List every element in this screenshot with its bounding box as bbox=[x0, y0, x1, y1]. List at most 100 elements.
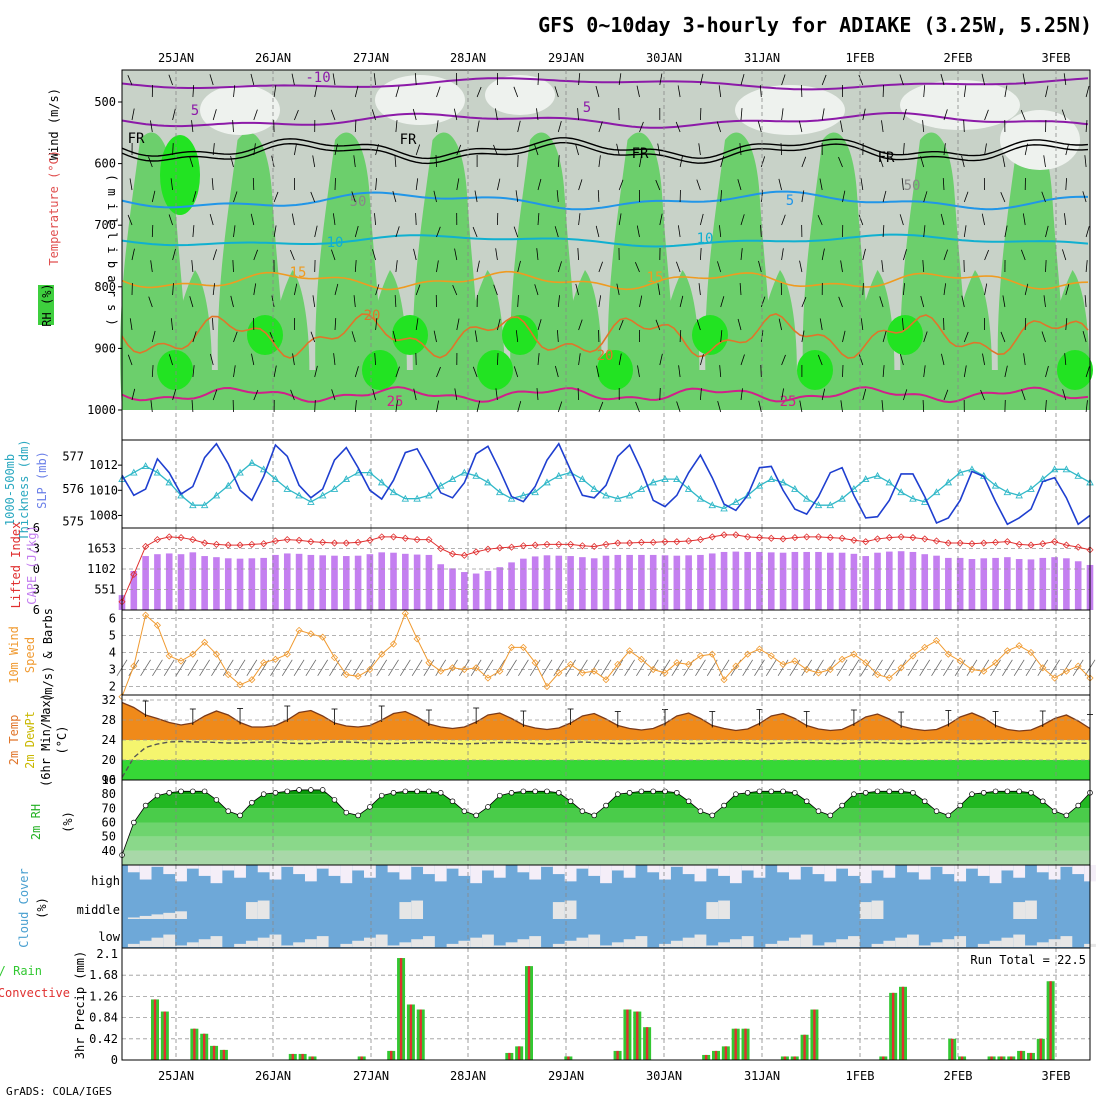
wind-barb bbox=[152, 225, 153, 237]
precip-conv-bar bbox=[1010, 1056, 1012, 1060]
cloud-high-bar bbox=[447, 865, 459, 869]
cape-bar bbox=[544, 555, 551, 610]
cloud-low-bar bbox=[624, 939, 636, 947]
cape-bar bbox=[626, 555, 633, 610]
precip-conv-bar bbox=[390, 1051, 392, 1060]
cloud-high-bar bbox=[600, 865, 612, 883]
precip-conv-bar bbox=[164, 1012, 166, 1060]
rh-point bbox=[533, 789, 538, 794]
precip-total-label: Total / Rain bbox=[0, 964, 42, 978]
cloud-level-label: high bbox=[91, 874, 120, 888]
cape-bar bbox=[213, 557, 220, 610]
rh-point bbox=[214, 797, 219, 802]
cloud-high-bar bbox=[860, 865, 872, 883]
cloud-high-bar bbox=[966, 865, 978, 869]
rh-point bbox=[155, 793, 160, 798]
precip-conv-bar bbox=[803, 1035, 805, 1060]
precip-conv-bar bbox=[301, 1054, 303, 1060]
rh-band bbox=[122, 851, 1090, 865]
top-date-label: 30JAN bbox=[646, 51, 682, 65]
cape-bar bbox=[615, 555, 622, 610]
rh-high-blob bbox=[157, 350, 193, 390]
rh-point bbox=[308, 788, 313, 793]
cape-bar bbox=[992, 558, 999, 610]
cape-bar bbox=[225, 558, 232, 610]
cloud-low-bar bbox=[187, 942, 199, 947]
cape-bar bbox=[154, 554, 161, 610]
rh-point bbox=[462, 809, 467, 814]
cloud-low-bar bbox=[777, 941, 789, 947]
precip-tick-label: 2.1 bbox=[96, 947, 118, 961]
bottom-date-label: 3FEB bbox=[1042, 1069, 1071, 1083]
rh-point bbox=[438, 790, 443, 795]
top-date-label: 26JAN bbox=[255, 51, 291, 65]
cloud-low-bar bbox=[258, 938, 270, 947]
bottom-date-label: 31JAN bbox=[744, 1069, 780, 1083]
cloud-high-bar bbox=[329, 865, 341, 876]
rh-point bbox=[863, 790, 868, 795]
wind-barb bbox=[518, 155, 519, 167]
rh-point bbox=[521, 789, 526, 794]
slp-tick-label: 1010 bbox=[89, 483, 118, 497]
cape-bar bbox=[862, 556, 869, 610]
cloud-high-bar bbox=[576, 865, 588, 869]
precip-conv-bar bbox=[902, 987, 904, 1060]
rh-tick-label: 80 bbox=[102, 787, 116, 801]
precip-conv-bar bbox=[154, 999, 156, 1060]
cloud-low-bar bbox=[352, 941, 364, 947]
cloud-high-bar bbox=[624, 865, 636, 878]
rh-point bbox=[1064, 813, 1069, 818]
precip-conv-bar bbox=[223, 1050, 225, 1060]
rh-point bbox=[710, 813, 715, 818]
wind-tick-label: 3 bbox=[109, 663, 116, 677]
cloud-low-bar bbox=[636, 936, 648, 947]
cape-bar bbox=[319, 555, 326, 610]
cloud-low-bar bbox=[801, 935, 813, 947]
cloud-high-bar bbox=[175, 865, 187, 881]
cloud-level-label: middle bbox=[77, 903, 120, 917]
top-date-label: 27JAN bbox=[353, 51, 389, 65]
cape-bar bbox=[803, 552, 810, 610]
rh-point bbox=[627, 790, 632, 795]
precip-conv-bar bbox=[744, 1029, 746, 1060]
cloud-high-bar bbox=[435, 865, 447, 881]
rh-point bbox=[674, 790, 679, 795]
rh-point bbox=[238, 813, 243, 818]
rh-point bbox=[792, 790, 797, 795]
rh-tick-label: 40 bbox=[102, 844, 116, 858]
cloud-high-bar bbox=[470, 865, 482, 883]
cloud-high-bar bbox=[824, 865, 836, 881]
cloud-middle-bar bbox=[246, 902, 258, 919]
cloud-high-bar bbox=[990, 865, 1002, 883]
rh-point bbox=[131, 820, 136, 825]
cloud-high-bar bbox=[352, 865, 364, 870]
precip-conv-bar bbox=[725, 1046, 727, 1060]
cloud-low-bar bbox=[506, 942, 518, 947]
rh-point bbox=[840, 803, 845, 808]
precip-conv-bar bbox=[400, 958, 402, 1060]
cape-bar bbox=[296, 554, 303, 610]
cloud-low-bar bbox=[978, 944, 990, 947]
cloud-high-bar bbox=[588, 865, 600, 876]
rh-high-blob bbox=[887, 315, 923, 355]
wind10-label-2: Speed bbox=[23, 637, 37, 673]
cape-tick-label: 551 bbox=[94, 583, 116, 597]
cloud-high-bar bbox=[907, 865, 919, 872]
cloud-high-bar bbox=[742, 865, 754, 870]
bottom-date-label: 27JAN bbox=[353, 1069, 389, 1083]
cape-bar bbox=[355, 556, 362, 610]
cloud-low-bar bbox=[305, 939, 317, 947]
contour-label: 25 bbox=[387, 394, 404, 410]
cape-bar bbox=[851, 554, 858, 610]
dry-area bbox=[375, 75, 465, 125]
rh-band bbox=[122, 823, 1090, 837]
cloud-low-bar bbox=[1060, 936, 1072, 947]
precip-panel: 2.11.681.260.840.420 bbox=[89, 947, 1090, 1067]
precip-conv-bar bbox=[528, 966, 530, 1060]
rh-band bbox=[122, 837, 1090, 851]
thickness-label: 1000-500mb bbox=[3, 454, 17, 526]
rh-point bbox=[202, 789, 207, 794]
pressure-tick-label: 600 bbox=[94, 157, 116, 171]
cloud-high-bar bbox=[919, 865, 931, 880]
top-date-label: 25JAN bbox=[158, 51, 194, 65]
